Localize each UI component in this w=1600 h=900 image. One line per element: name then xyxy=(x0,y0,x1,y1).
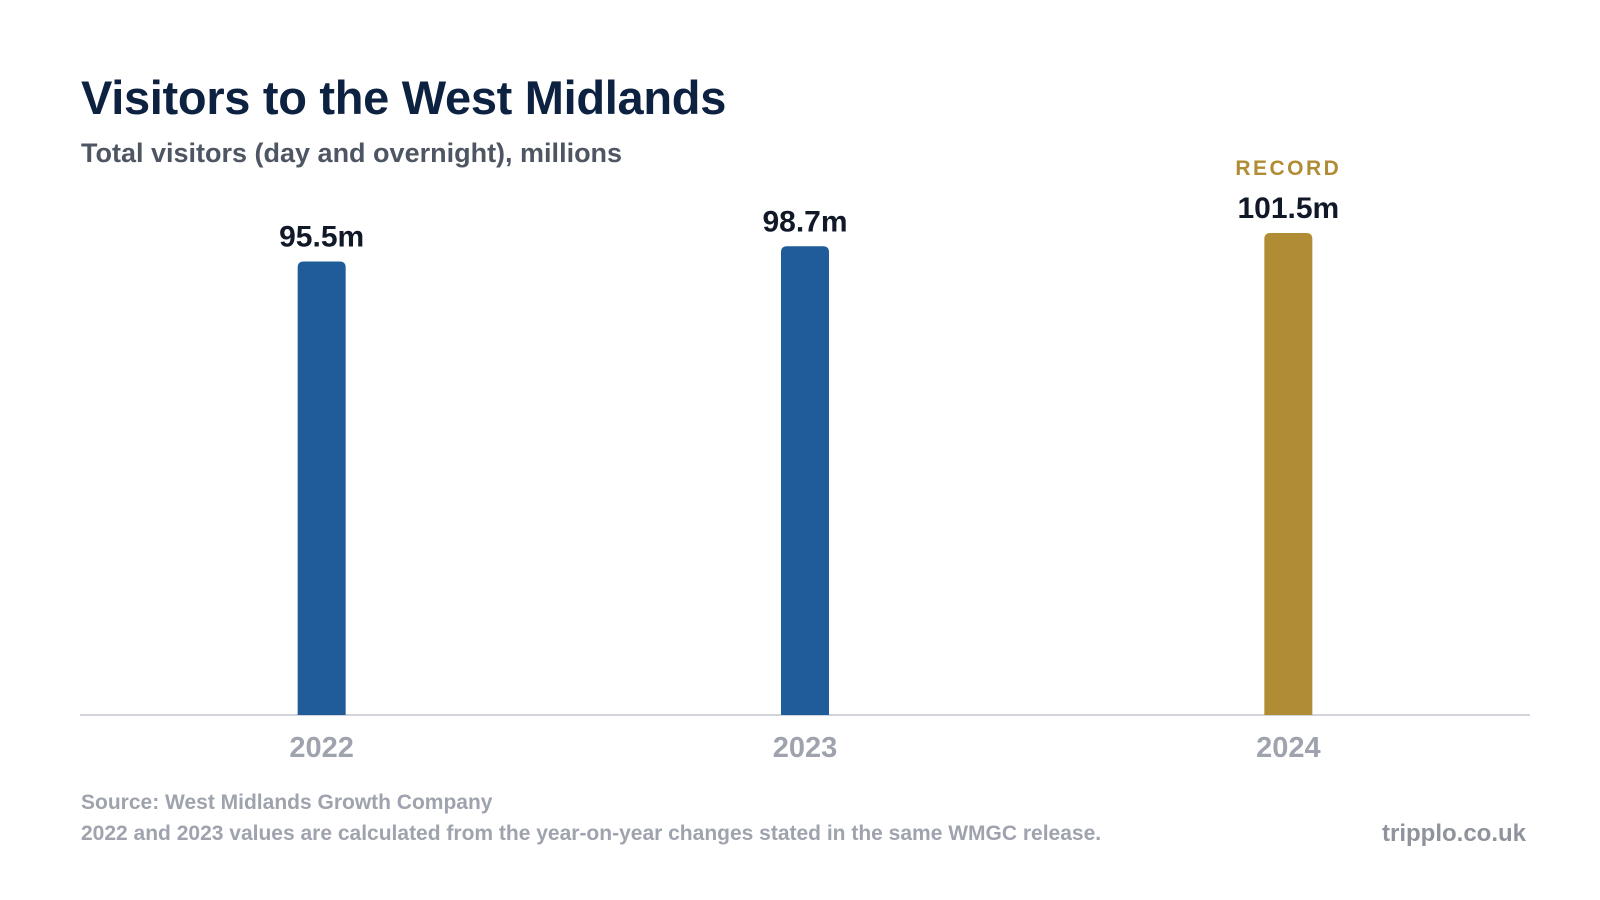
value-label-2022: 95.5m xyxy=(279,220,364,253)
bar-2024 xyxy=(1264,233,1313,715)
source-note: Source: West Midlands Growth Company xyxy=(81,791,493,814)
record-annotation: RECORD xyxy=(1235,157,1341,180)
x-tick-label-2022: 2022 xyxy=(289,732,354,764)
x-tick-label-2024: 2024 xyxy=(1256,732,1321,764)
methodology-note: 2022 and 2023 values are calculated from… xyxy=(81,822,1102,845)
bar-2022 xyxy=(297,261,346,715)
value-label-2024: 101.5m xyxy=(1237,192,1339,225)
chart-subtitle: Total visitors (day and overnight), mill… xyxy=(81,138,623,168)
x-tick-label-2023: 2023 xyxy=(773,732,838,764)
chart-title: Visitors to the West Midlands xyxy=(81,71,727,124)
bar-2023 xyxy=(781,246,829,715)
brand-link[interactable]: tripplo.co.uk xyxy=(1382,820,1526,847)
value-label-2023: 98.7m xyxy=(762,205,847,238)
